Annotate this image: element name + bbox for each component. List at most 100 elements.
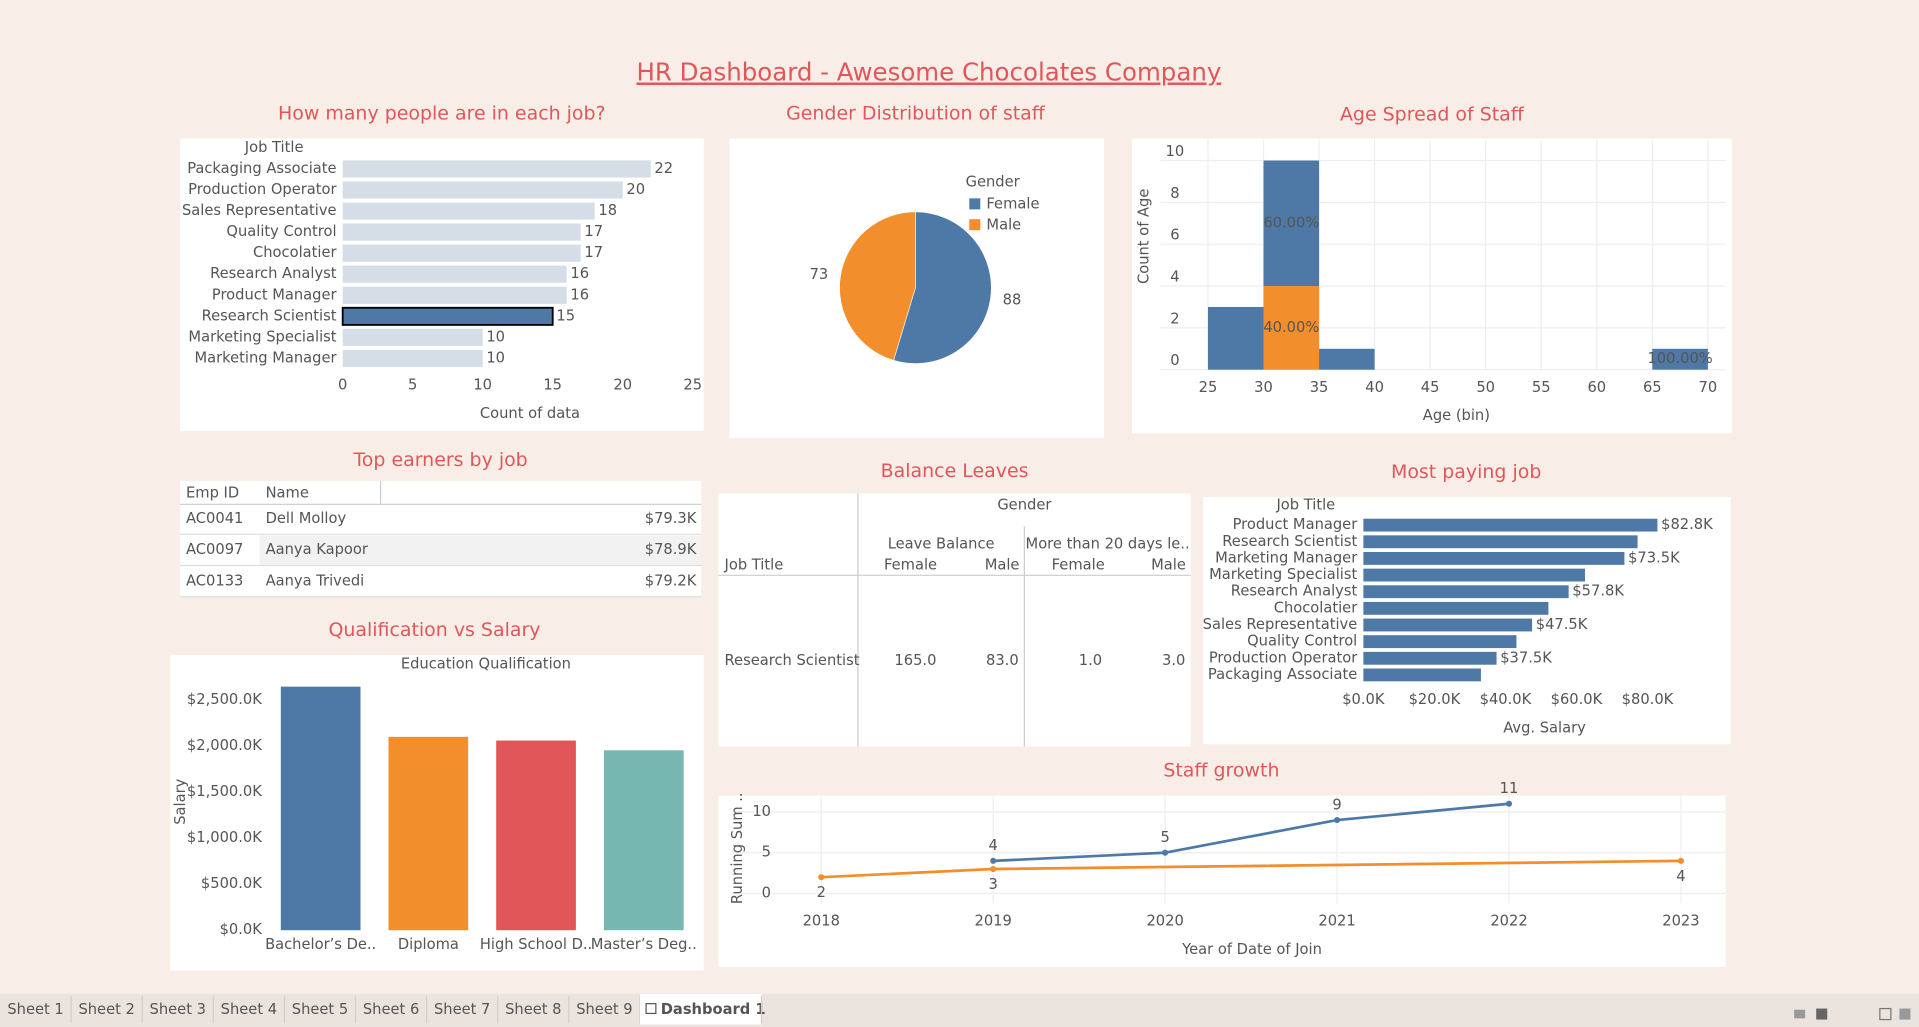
- column-header: Education Qualification: [401, 656, 571, 673]
- bar[interactable]: [603, 750, 684, 931]
- x-tick-label: 2019: [975, 913, 1012, 930]
- tab[interactable]: Sheet 7: [434, 1001, 490, 1018]
- tab[interactable]: Dashboard 1: [661, 1001, 766, 1018]
- bar[interactable]: [1363, 551, 1625, 565]
- tab[interactable]: Sheet 9: [576, 1001, 632, 1018]
- bar[interactable]: [342, 181, 623, 199]
- bar[interactable]: [1363, 635, 1517, 649]
- column-header: Leave Balance: [888, 536, 995, 553]
- percent-label: 60.00%: [1263, 214, 1319, 231]
- y-axis-label: Job Title: [244, 139, 304, 156]
- column-header: Male: [985, 557, 1020, 574]
- data-label: 11: [1500, 780, 1519, 797]
- cell: $78.9K: [645, 541, 697, 558]
- tab[interactable]: Sheet 5: [292, 1001, 348, 1018]
- bar[interactable]: [1207, 306, 1264, 370]
- data-label: 16: [570, 265, 589, 282]
- bar[interactable]: [342, 223, 581, 241]
- tab[interactable]: Sheet 6: [363, 1001, 419, 1018]
- section-title: Balance Leaves: [881, 460, 1029, 482]
- column-header: Emp ID: [186, 484, 239, 501]
- bar[interactable]: [342, 202, 595, 220]
- point[interactable]: [818, 874, 825, 881]
- bar[interactable]: [342, 160, 651, 178]
- bar[interactable]: [1363, 618, 1533, 632]
- bar[interactable]: [1363, 651, 1497, 665]
- bar[interactable]: [1363, 601, 1549, 615]
- y-tick-label: Research Analyst: [210, 265, 337, 282]
- data-label: $37.5K: [1500, 649, 1552, 666]
- legend-label[interactable]: Male: [986, 216, 1021, 233]
- bar[interactable]: [1319, 348, 1375, 370]
- y-tick-label: Quality Control: [226, 223, 336, 240]
- point[interactable]: [990, 865, 997, 873]
- bar[interactable]: [342, 244, 581, 262]
- bar[interactable]: [341, 306, 554, 326]
- legend-swatch[interactable]: [969, 219, 981, 231]
- y-tick-label: 8: [1170, 185, 1179, 202]
- point[interactable]: [1162, 849, 1169, 856]
- pie-slice[interactable]: [839, 211, 916, 361]
- x-tick-label: $80.0K: [1622, 691, 1674, 708]
- tab[interactable]: Sheet 2: [78, 1001, 134, 1018]
- bar[interactable]: [388, 736, 469, 931]
- x-tick-label: 2020: [1146, 913, 1183, 930]
- section-title: Qualification vs Salary: [328, 619, 540, 641]
- x-tick-label: 60: [1587, 379, 1606, 396]
- bar[interactable]: [1263, 286, 1320, 370]
- cell: AC0041: [186, 510, 243, 527]
- cell: Aanya Kapoor: [266, 541, 369, 558]
- tab[interactable]: Sheet 1: [7, 1001, 63, 1018]
- data-label: 88: [1003, 292, 1022, 309]
- y-tick-label: Sales Representative: [182, 202, 337, 219]
- x-tick-label: 0: [338, 377, 347, 394]
- bar[interactable]: [342, 286, 567, 304]
- bar[interactable]: [1363, 585, 1569, 599]
- bar[interactable]: [1363, 568, 1585, 582]
- point[interactable]: [990, 857, 997, 864]
- column-header: Female: [884, 557, 937, 574]
- y-tick-label: 4: [1170, 268, 1179, 285]
- bar[interactable]: [342, 328, 483, 346]
- point[interactable]: [1334, 817, 1341, 824]
- data-label: 16: [570, 286, 589, 303]
- bar[interactable]: [1263, 160, 1320, 287]
- legend-swatch[interactable]: [969, 198, 981, 210]
- y-tick-label: $1,000.0K: [187, 829, 262, 846]
- tab-active[interactable]: [639, 993, 762, 1025]
- cell: Research Scientist: [725, 652, 860, 669]
- bar[interactable]: [1363, 668, 1481, 682]
- data-label: 22: [654, 160, 673, 177]
- data-label: 73: [810, 266, 829, 283]
- y-axis-label: Count of Age: [1135, 189, 1152, 284]
- y-tick-label: Product Manager: [1233, 516, 1359, 533]
- tab[interactable]: Sheet 3: [150, 1001, 206, 1018]
- cell: 83.0: [986, 652, 1019, 669]
- bar[interactable]: [342, 265, 567, 283]
- tab[interactable]: Sheet 4: [221, 1001, 277, 1018]
- column-header: Name: [266, 484, 309, 501]
- x-tick-label: Master’s Deg..: [591, 936, 697, 953]
- bar[interactable]: [280, 686, 361, 931]
- y-tick-label: Marketing Manager: [194, 349, 337, 366]
- bar[interactable]: [1363, 535, 1638, 549]
- section-title: Top earners by job: [352, 449, 527, 471]
- tab[interactable]: Sheet 8: [505, 1001, 561, 1018]
- data-label: 20: [626, 181, 645, 198]
- legend-label[interactable]: Female: [986, 195, 1039, 212]
- column-header: Gender: [997, 497, 1052, 514]
- bar[interactable]: [496, 740, 576, 931]
- point[interactable]: [1677, 857, 1684, 864]
- x-tick-label: High School D..: [480, 936, 592, 953]
- x-tick-label: 2022: [1490, 913, 1527, 930]
- y-tick-label: Marketing Specialist: [1209, 566, 1357, 583]
- bar[interactable]: [1652, 348, 1708, 370]
- y-tick-label: Production Operator: [1209, 649, 1358, 666]
- bar[interactable]: [1363, 518, 1658, 532]
- bar[interactable]: [342, 349, 483, 368]
- y-tick-label: 2: [1170, 310, 1179, 327]
- pie-slice[interactable]: [893, 211, 992, 364]
- point[interactable]: [1505, 800, 1513, 807]
- data-label: 10: [486, 328, 505, 345]
